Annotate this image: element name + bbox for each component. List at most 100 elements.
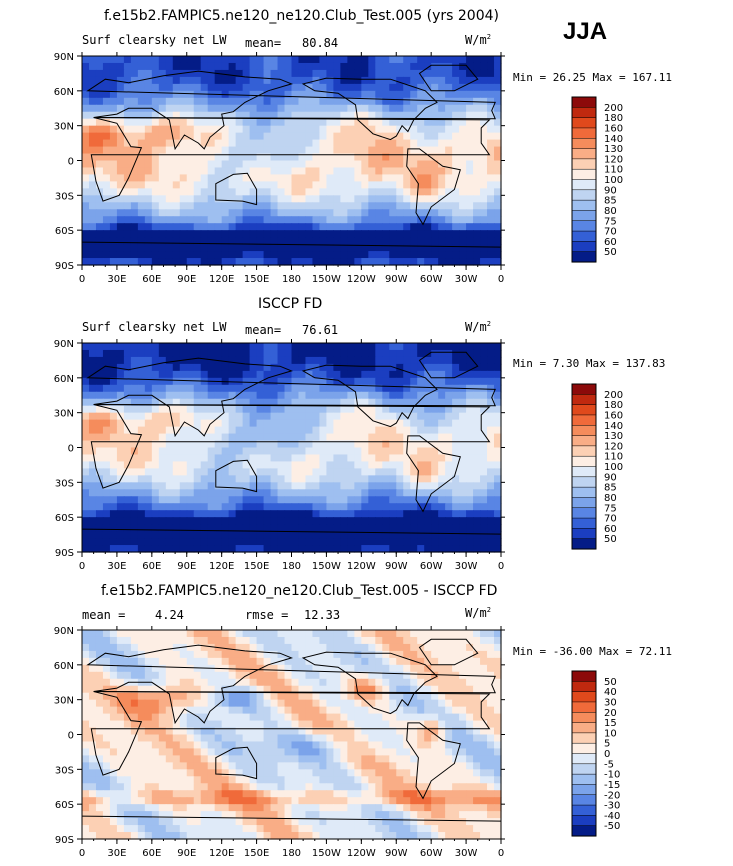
field-cell [95,692,104,701]
field-cell [270,202,279,210]
field-cell [375,650,383,659]
field-cell [256,384,265,393]
field-cell [347,405,355,414]
field-cell [319,223,328,231]
field-cell [165,447,174,456]
field-cell [109,643,118,652]
field-cell [326,748,334,756]
field-cell [452,146,460,155]
field-cell [333,118,341,127]
field-cell [242,377,251,386]
field-cell [494,412,502,421]
field-cell [333,426,341,435]
colorbar-swatch [571,517,597,529]
field-cell [347,503,355,511]
field-cell [158,349,167,358]
field-cell [88,384,97,393]
field-cell [368,468,376,476]
field-cell [340,230,348,238]
field-cell [193,251,202,259]
field-cell [459,706,467,715]
field-cell [445,650,453,659]
field-cell [410,83,418,92]
field-cell [214,83,223,92]
field-cell [193,517,202,525]
field-cell [403,83,411,92]
field-cell [305,405,314,414]
field-cell [172,496,181,504]
field-cell [445,496,453,504]
field-cell [82,76,90,85]
field-cell [193,419,202,428]
field-cell [403,545,411,553]
field-cell [270,454,279,463]
field-cell [431,377,439,386]
field-cell [249,132,258,141]
field-cell [291,174,300,182]
field-cell [109,517,118,525]
field-cell [403,139,411,148]
field-cell [291,132,300,141]
field-cell [438,699,446,708]
field-cell [403,706,411,715]
field-cell [445,62,453,71]
field-cell [151,699,160,708]
field-cell [319,727,328,736]
field-cell [228,748,237,756]
field-cell [382,671,390,680]
field-cell [228,630,237,638]
field-cell [298,412,307,421]
field-cell [382,56,390,64]
field-cell [116,69,125,78]
field-cell [319,258,328,266]
field-cell [438,384,446,393]
field-cell [256,720,265,729]
field-cell [473,391,481,400]
field-cell [221,391,230,400]
field-cell [438,391,446,400]
field-cell [102,475,111,483]
field-cell [368,524,376,532]
field-cell [88,391,97,400]
field-cell [214,237,223,245]
field-cell [347,244,355,252]
field-cell [396,405,404,414]
field-cell [249,69,258,78]
field-cell [137,118,146,127]
field-cell [242,524,251,532]
field-cell [151,230,160,238]
field-cell [88,377,97,386]
field-cell [200,461,209,469]
field-cell [466,650,474,659]
field-cell [396,678,404,687]
field-cell [382,461,390,469]
field-cell [459,748,467,756]
field-cell [487,377,495,386]
field-cell [487,195,495,203]
field-cell [466,531,474,539]
field-cell [123,524,132,532]
field-cell [389,496,397,504]
field-cell [494,230,502,238]
field-cell [235,90,244,99]
field-cell [326,167,334,176]
field-cell [389,188,397,196]
field-cell [249,258,258,266]
field-cell [473,251,481,259]
field-cell [221,343,230,351]
field-cell [109,343,118,351]
field-cell [284,370,293,379]
field-cell [298,475,307,483]
field-cell [186,426,195,435]
field-cell [221,545,230,553]
field-cell [466,545,474,553]
field-cell [375,461,383,469]
field-cell [389,384,397,393]
field-cell [382,146,390,155]
field-cell [102,377,111,386]
field-cell [375,181,383,189]
field-cell [130,685,139,694]
field-cell [319,713,328,722]
field-cell [375,727,383,736]
field-cell [200,111,209,120]
